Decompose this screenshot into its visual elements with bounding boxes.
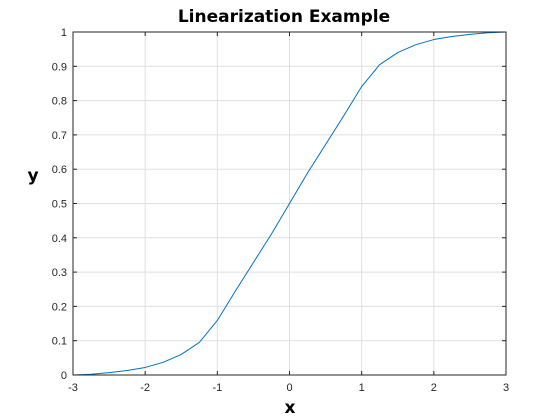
grid: [72, 31, 507, 376]
series-line: [72, 31, 507, 376]
y-ticks: 0 0.1 0.2 0.3 0.4 0.5 0.6 0.7 0.8 0.9 1: [52, 27, 506, 382]
x-tick-label: -1: [212, 382, 222, 394]
y-tick-label: 0.6: [52, 164, 67, 176]
chart-title: Linearization Example: [178, 7, 390, 27]
y-tick-label: 1: [61, 27, 67, 39]
y-tick-label: 0.1: [52, 336, 67, 348]
x-tick-label: 3: [503, 382, 509, 394]
x-axis-label: x: [285, 398, 296, 418]
x-tick-label: -2: [140, 382, 150, 394]
x-ticks: -3 -2 -1 0 1 2 3: [68, 32, 509, 394]
y-axis-label: y: [27, 166, 38, 186]
x-tick-label: 2: [431, 382, 437, 394]
y-tick-label: 0.8: [52, 96, 67, 108]
y-tick-label: 0.9: [52, 61, 67, 73]
x-tick-label: 1: [359, 382, 365, 394]
y-tick-label: 0.7: [52, 130, 67, 142]
y-tick-label: 0.2: [52, 301, 67, 313]
y-tick-label: 0: [61, 370, 67, 382]
y-tick-label: 0.3: [52, 267, 67, 279]
y-tick-label: 0.4: [52, 233, 67, 245]
x-tick-label: 0: [286, 382, 292, 394]
y-tick-label: 0.5: [52, 199, 67, 211]
x-tick-label: -3: [68, 382, 78, 394]
